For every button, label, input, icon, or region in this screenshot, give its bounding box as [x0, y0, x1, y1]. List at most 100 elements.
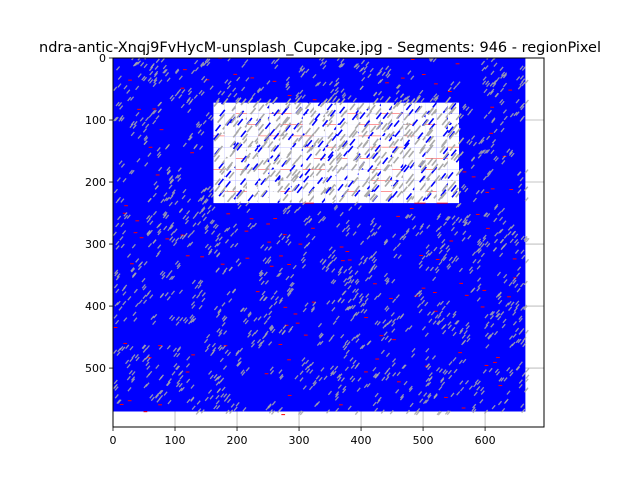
segment-stroke: [270, 295, 275, 300]
segment-cell: [302, 169, 314, 181]
segment-stroke: [486, 213, 491, 218]
segment-stroke: [202, 187, 207, 192]
segment-stroke: [483, 212, 488, 217]
segment-stroke: [226, 226, 231, 232]
segment-stroke: [158, 389, 163, 395]
segment-stroke: [347, 145, 354, 153]
segment-stroke: [176, 347, 181, 353]
segment-stroke: [273, 154, 281, 162]
segment-stroke: [235, 97, 240, 102]
segment-stroke: [359, 85, 364, 91]
segment-stroke: [515, 300, 520, 306]
segment-stroke: [409, 97, 416, 106]
segment-stroke: [512, 311, 517, 316]
segment-stroke: [247, 96, 254, 105]
segment-cell: [269, 191, 281, 204]
segment-stroke: [192, 317, 197, 323]
segment-stroke: [503, 115, 508, 121]
segment-stroke: [182, 188, 187, 194]
segment-stroke: [266, 315, 272, 321]
segment-stroke: [240, 155, 247, 163]
segment-stroke: [383, 125, 390, 133]
segment-stroke: [328, 188, 335, 196]
segment-stroke: [437, 163, 444, 171]
segment-stroke: [156, 151, 161, 157]
segment-stroke: [308, 117, 315, 126]
segment-stroke: [510, 301, 515, 307]
segment-stroke: [289, 288, 294, 293]
segment-stroke: [454, 231, 459, 236]
segment-stroke: [369, 104, 376, 112]
segment-stroke: [354, 410, 359, 416]
segment-stroke: [140, 62, 145, 67]
segment-stroke: [458, 137, 465, 145]
segment-stroke: [411, 119, 419, 127]
segment-stroke: [145, 361, 150, 367]
segment-stroke: [481, 149, 486, 154]
segment-stroke: [214, 243, 219, 248]
segment-stroke: [296, 125, 303, 133]
segment-stroke: [416, 408, 421, 413]
segment-stroke: [394, 97, 399, 102]
segment-stroke: [441, 118, 448, 126]
segment-stroke: [193, 94, 198, 99]
segment-stroke: [310, 143, 317, 151]
segment-stroke: [170, 96, 175, 102]
segment-stroke: [373, 251, 378, 256]
segment-stroke: [204, 224, 209, 229]
segment-stroke: [450, 226, 455, 232]
segment-stroke: [352, 97, 357, 103]
segment-stroke: [450, 149, 457, 157]
segment-stroke: [501, 407, 506, 413]
segment-stroke: [405, 192, 413, 201]
segment-stroke: [260, 86, 265, 92]
segment-stroke: [462, 105, 467, 110]
segment-stroke: [416, 94, 421, 100]
segment-stroke: [393, 119, 400, 128]
segment-stroke: [399, 235, 404, 241]
segment-stroke: [457, 151, 464, 159]
segment-stroke: [120, 243, 125, 249]
segment-stroke: [365, 61, 370, 67]
segment-stroke: [247, 194, 254, 202]
segment-stroke: [199, 280, 204, 285]
segment-stroke: [273, 144, 280, 152]
segment-stroke: [442, 221, 448, 226]
segment-stroke: [117, 347, 122, 353]
segment-stroke: [158, 345, 163, 350]
segment-stroke: [520, 328, 525, 333]
segment-stroke: [436, 215, 441, 221]
segment-stroke: [356, 333, 361, 338]
segment-stroke: [198, 89, 203, 95]
segment-stroke: [315, 168, 323, 177]
segment-stroke: [472, 197, 477, 203]
segment-stroke: [357, 205, 362, 210]
segment-stroke: [349, 304, 354, 310]
segment-stroke: [327, 109, 334, 117]
segment-stroke: [442, 369, 447, 374]
segment-stroke: [448, 102, 455, 110]
segment-stroke: [326, 96, 333, 104]
segment-stroke: [369, 221, 374, 226]
segment-stroke: [207, 245, 212, 251]
segment-stroke: [438, 260, 443, 266]
segment-stroke: [190, 318, 195, 324]
segment-stroke: [492, 247, 497, 252]
segment-stroke: [138, 261, 144, 266]
segment-stroke: [113, 314, 118, 319]
segment-stroke: [165, 273, 170, 279]
segment-stroke: [164, 145, 170, 150]
segment-stroke: [279, 373, 284, 379]
segment-stroke: [442, 151, 449, 160]
segment-stroke: [404, 128, 411, 137]
segment-stroke: [491, 117, 496, 122]
segment-cell: [447, 169, 460, 181]
segment-stroke: [462, 358, 467, 364]
segment-stroke: [291, 184, 298, 192]
segment-stroke: [448, 361, 453, 366]
segment-cell: [313, 102, 326, 114]
segment-stroke: [348, 269, 353, 275]
segment-stroke: [210, 116, 215, 121]
segment-stroke: [418, 308, 423, 314]
segment-stroke: [524, 99, 529, 105]
